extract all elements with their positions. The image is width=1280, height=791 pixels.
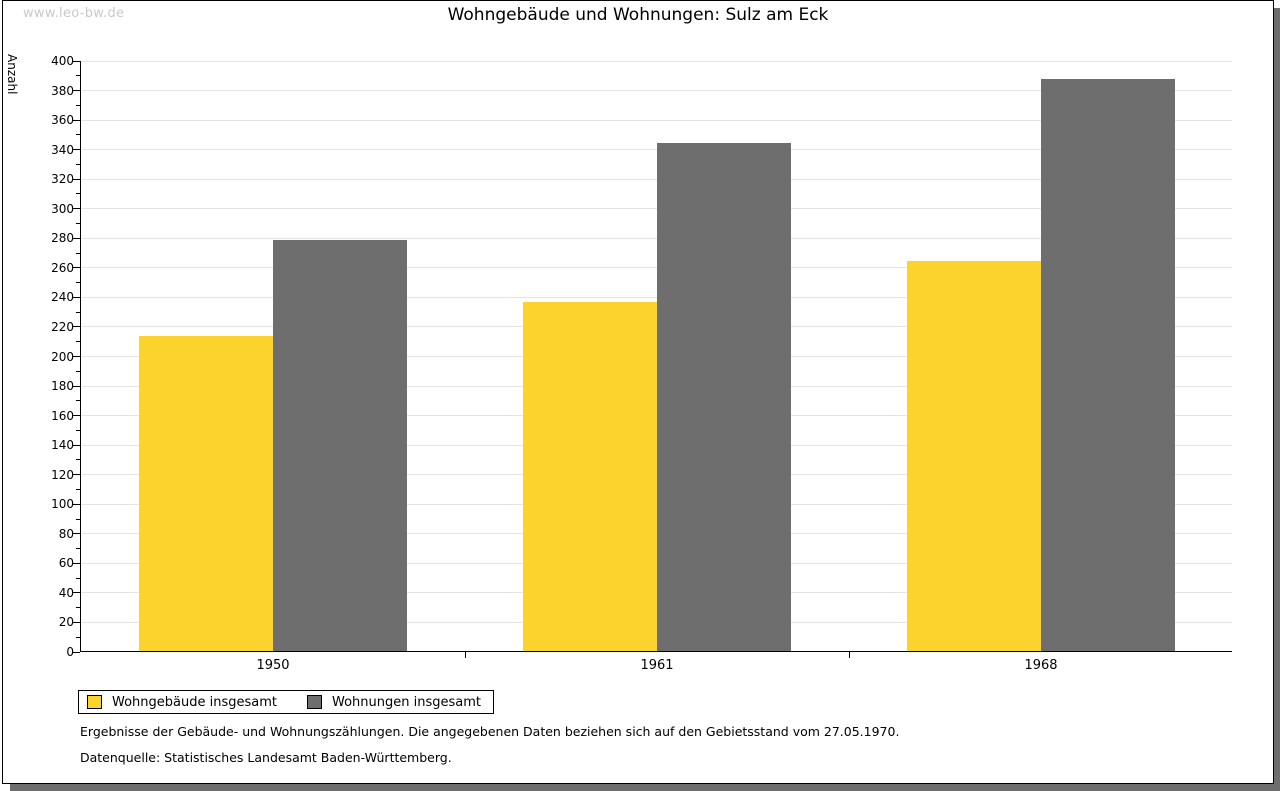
- y-tick-label: 400: [51, 54, 74, 68]
- y-tick-minor: [76, 488, 80, 490]
- y-tick-minor: [76, 459, 80, 461]
- plot-area: 0 20 40 60 80 100 120 140 160 180 200 220 240 260 280 3…: [51, 55, 1232, 673]
- y-tick-minor: [76, 548, 80, 550]
- y-tick-major: [73, 592, 80, 594]
- y-tick-label: 180: [51, 379, 74, 394]
- y-tick-label: 260: [51, 260, 74, 275]
- bar-wohnungen-1950: [273, 240, 407, 651]
- y-tick-major: [73, 296, 80, 298]
- y-tick-major: [73, 444, 80, 446]
- y-tick-label: 100: [51, 497, 74, 512]
- bar-wohngebaeude-1961: [523, 302, 657, 651]
- y-tick-major: [73, 503, 80, 505]
- y-tick-minor: [76, 636, 80, 638]
- legend-swatch-wohnungen: [307, 695, 322, 709]
- y-gridline: [81, 267, 1232, 269]
- y-tick-major: [73, 149, 80, 151]
- y-tick-minor: [76, 252, 80, 254]
- y-gridline: [81, 90, 1232, 92]
- y-tick-label: 340: [51, 142, 74, 157]
- y-tick-major: [73, 237, 80, 239]
- y-gridline: [81, 237, 1232, 239]
- y-gridline: [81, 178, 1232, 180]
- y-tick-label: 40: [58, 585, 74, 600]
- y-tick-major: [73, 356, 80, 357]
- y-tick-major: [73, 267, 80, 269]
- y-tick-minor: [76, 607, 80, 609]
- y-tick-label: 160: [51, 408, 74, 423]
- y-tick-minor: [76, 282, 80, 284]
- y-tick-major: [73, 415, 80, 417]
- y-gridline: [81, 119, 1232, 121]
- y-tick-major: [73, 119, 80, 121]
- y-tick-label: 280: [51, 231, 74, 246]
- y-tick-label: 300: [51, 201, 74, 216]
- legend-swatch-wohngebaeude: [87, 695, 102, 709]
- y-tick-major: [73, 474, 80, 476]
- y-tick-label: 240: [51, 290, 74, 305]
- y-axis-label: Anzahl: [5, 54, 19, 95]
- y-gridline: [81, 149, 1232, 151]
- bar-wohnungen-1961: [657, 142, 791, 651]
- bar-wohngebaeude-1950: [139, 336, 273, 651]
- y-tick-minor: [76, 134, 80, 136]
- chart-title: Wohngebäude und Wohnungen: Sulz am Eck: [447, 5, 829, 25]
- y-tick-major: [73, 90, 80, 92]
- y-tick-major: [73, 533, 80, 535]
- legend-label-wohngebaeude: Wohngebäude insgesamt: [112, 694, 277, 710]
- y-tick-label: 120: [51, 467, 74, 482]
- x-tick-label: 1950: [256, 658, 290, 673]
- y-tick-minor: [76, 311, 80, 313]
- y-tick-minor: [76, 75, 80, 77]
- x-axis-tick: [465, 651, 466, 658]
- y-tick-minor: [76, 163, 80, 165]
- y-tick-major: [73, 562, 80, 564]
- y-tick-label: 220: [51, 319, 74, 334]
- y-tick-major: [73, 385, 80, 387]
- y-tick-minor: [76, 223, 80, 225]
- y-tick-minor: [76, 193, 80, 195]
- y-gridline: [81, 208, 1232, 210]
- y-tick-major: [73, 178, 80, 180]
- y-tick-label: 20: [58, 615, 74, 630]
- y-tick-major: [73, 621, 80, 623]
- y-tick-label: 60: [58, 556, 74, 571]
- legend-label-wohnungen: Wohnungen insgesamt: [332, 694, 481, 710]
- y-tick-minor: [76, 518, 80, 520]
- y-tick-label: 200: [51, 349, 74, 364]
- y-tick-major: [73, 651, 80, 653]
- watermark: www.leo-bw.de: [23, 6, 125, 21]
- y-tick-minor: [76, 341, 80, 343]
- y-tick-major: [73, 326, 80, 328]
- footnote-gebietsstand: Ergebnisse der Gebäude- und Wohnungszähl…: [80, 724, 900, 739]
- y-tick-minor: [76, 400, 80, 402]
- y-tick-minor: [76, 429, 80, 431]
- y-tick-label: 360: [51, 113, 74, 128]
- x-axis-tick: [849, 651, 850, 658]
- y-tick-minor: [76, 104, 80, 106]
- y-tick-major: [73, 208, 80, 210]
- legend: Wohngebäude insgesamt Wohnungen insgesam…: [78, 690, 494, 714]
- footnote-datenquelle: Datenquelle: Statistisches Landesamt Bad…: [80, 750, 452, 765]
- y-tick-label: 380: [51, 83, 74, 98]
- bar-wohnungen-1968: [1041, 79, 1175, 651]
- y-tick-minor: [76, 370, 80, 372]
- bar-wohngebaeude-1968: [907, 260, 1041, 651]
- y-gridline: [81, 296, 1232, 298]
- y-tick-label: 80: [58, 526, 74, 541]
- x-tick-label: 1961: [640, 658, 674, 673]
- y-tick-label: 320: [51, 172, 74, 187]
- y-tick-label: 0: [66, 645, 74, 659]
- x-tick-label: 1968: [1024, 658, 1058, 673]
- y-tick-label: 140: [51, 438, 74, 453]
- y-gridline: [81, 60, 1232, 62]
- y-tick-major: [73, 60, 80, 62]
- y-tick-minor: [76, 577, 80, 579]
